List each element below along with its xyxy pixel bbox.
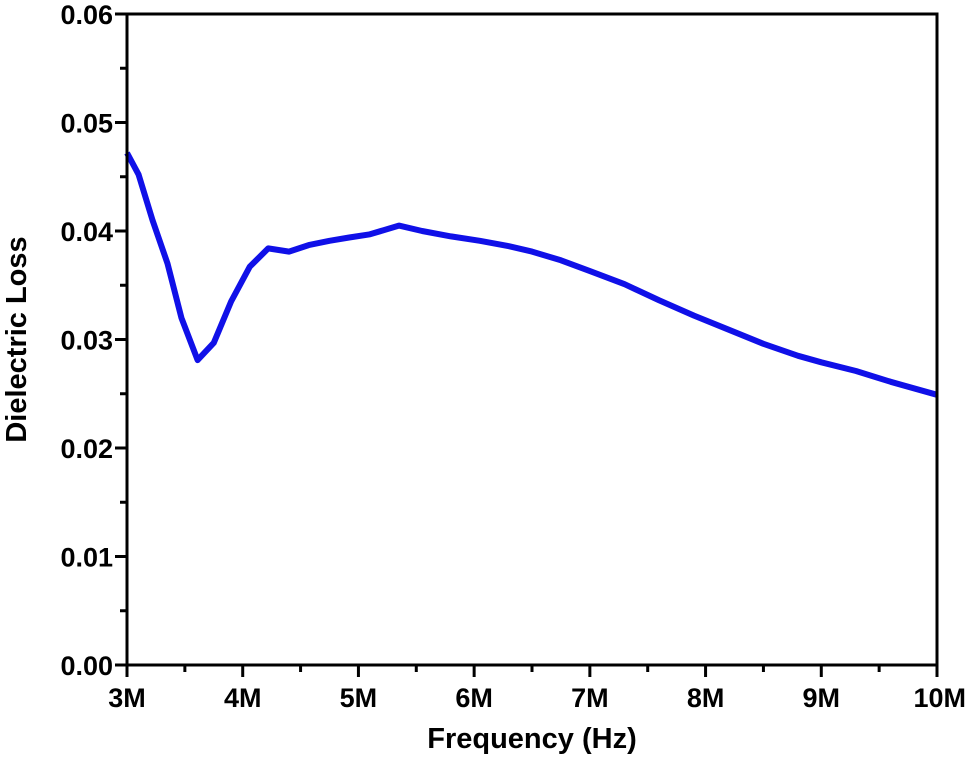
x-tick-label: 3M: [108, 683, 146, 713]
y-tick-label: 0.04: [60, 217, 113, 247]
plot-frame: [125, 12, 939, 667]
y-tick-label: 0.01: [60, 543, 113, 573]
tick-labels-layer: 3M 4M 5M 6M 7M 8M 9M 10M 0.00 0.01 0.02 0.03 0.04 0.0…: [60, 0, 966, 713]
x-tick-label: 9M: [803, 683, 841, 713]
y-tick-label: 0.03: [60, 326, 113, 356]
y-axis-title: Dielectric Loss: [1, 236, 33, 442]
x-tick-label: 5M: [340, 683, 378, 713]
x-tick-label: 8M: [687, 683, 725, 713]
x-tick-label: 10M: [913, 683, 966, 713]
x-tick-label: 7M: [571, 683, 609, 713]
x-tick-label: 4M: [224, 683, 262, 713]
x-axis-title: Frequency (Hz): [427, 723, 636, 755]
series-layer: [124, 151, 938, 398]
x-tick-label: 6M: [455, 683, 493, 713]
y-tick-label: 0.06: [60, 0, 113, 30]
y-tick-label: 0.05: [60, 109, 113, 139]
y-tick-label: 0.00: [60, 651, 113, 681]
series-line: [124, 151, 938, 398]
y-tick-label: 0.02: [60, 434, 113, 464]
